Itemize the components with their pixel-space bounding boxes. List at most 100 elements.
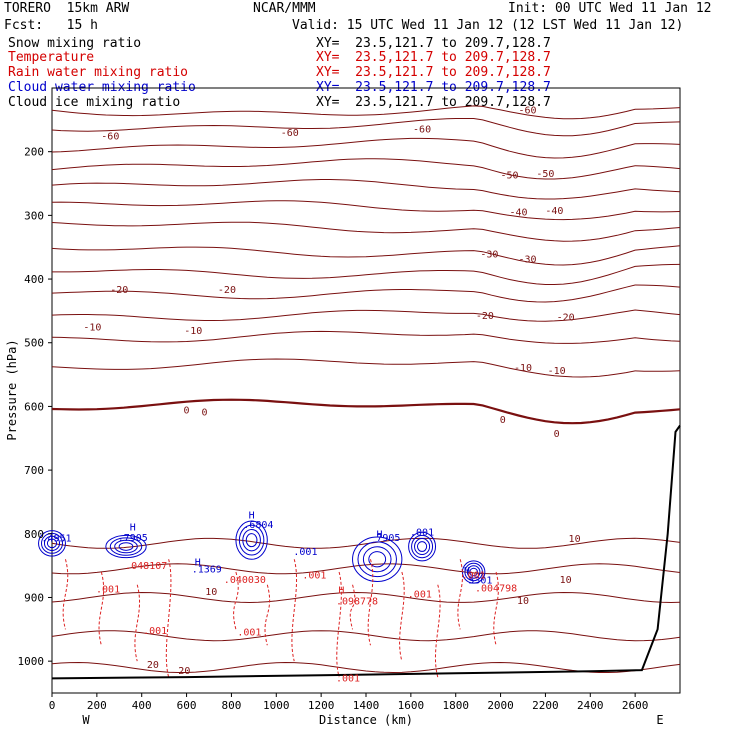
cloud-water-contour [235,520,268,560]
cloud-water-contour [46,538,58,549]
rain-water-label: .001 [96,584,120,595]
rain-water-contour [233,571,239,630]
cloud-water-contour [245,533,258,548]
temperature-label: 0 [184,405,190,416]
rain-water-label: .004798 [475,584,517,595]
temperature-contour [51,118,681,137]
temperature-label: 10 [569,534,581,545]
temperature-label: -10 [83,323,101,334]
field-cloudwater-name: Cloud water mixing ratio [8,80,196,95]
temperature-contour [51,330,681,344]
temperature-label: -20 [110,285,128,296]
axes: 0 200 400 600 800 1000 1200 1400 1600 1800 2000 220… [18,146,649,712]
y-tick-label: 700 [24,464,44,477]
cloud-water-label: H [195,558,201,569]
temperature-label: 0 [201,407,207,418]
rain-water-label: .001 [408,589,432,600]
temperature-label: -20 [218,285,236,296]
cloud-water-contour [408,531,437,562]
cloud-water-contour [352,536,403,583]
rain-water-label: .001 [336,674,360,685]
temperature-contour [51,245,681,266]
x-tick-label: 1200 [308,699,335,712]
valid-time: Valid: 15 UTC Wed 11 Jan 12 (12 LST Wed … [292,18,684,33]
temperature-contour [51,200,681,221]
temperature-label: -50 [501,170,519,181]
cloud-water-label: .6804 [243,520,273,531]
cloud-water-label: H [464,566,470,577]
cloud-water-contour [114,539,138,554]
y-tick-label: 300 [24,209,44,222]
cloud-water-label: 5301 [468,575,492,586]
y-tick-label: 400 [24,273,44,286]
temperature-contour [51,358,681,378]
cloud-water-contour [368,551,387,568]
cloud-water-label: .4951 [41,533,71,544]
rain-water-contour [98,571,105,646]
cloud-water-contour [362,546,392,573]
east-label: E [656,713,663,727]
terrain-line [51,424,681,680]
x-axis-label: Distance (km) [319,713,413,727]
temperature-contour [51,398,681,425]
temperature-contour [51,591,681,604]
temperature-label: 0 [500,415,506,426]
rain-water-contour [493,571,499,646]
rain-water-contours [62,559,499,678]
field-temperature-xy: XY= 23.5,121.7 to 209.7,128.7 [316,50,551,65]
x-tick-label: 400 [132,699,152,712]
y-tick-label: 500 [24,337,44,350]
field-cloudice-name: Cloud ice mixing ratio [8,95,181,110]
temperature-contour [51,179,681,200]
temperature-contour [52,263,681,285]
temperature-label: 10 [205,587,217,598]
rain-water-label: .040030 [224,575,266,586]
x-tick-label: 1400 [353,699,380,712]
temperature-label: -30 [518,254,536,265]
y-tick-label: 600 [24,400,44,413]
temperature-label: -60 [101,132,119,143]
cloud-water-contours [38,520,486,584]
x-tick-label: 800 [221,699,241,712]
cloud-water-label: .7905 [118,533,148,544]
field-cloudice-xy: XY= 23.5,121.7 to 209.7,128.7 [316,95,551,110]
rain-water-label: .098778 [336,596,378,607]
temperature-contour [51,537,681,549]
x-tick-label: 1600 [398,699,425,712]
cloud-water-contour [464,562,483,582]
y-axis-label: Pressure (hPa) [5,339,19,440]
temperature-label: -30 [480,249,498,260]
terrain-line [51,424,681,680]
rain-water-contour [264,584,271,646]
rain-water-contour [457,559,464,630]
org-label: NCAR/MMM [253,1,316,16]
rain-water-contour [336,571,342,678]
field-temperature-name: Temperature [8,50,95,65]
x-tick-label: 600 [177,699,197,712]
init-time: Init: 00 UTC Wed 11 Jan 12 [508,1,712,16]
cloud-water-contour [469,567,478,577]
temperature-contour [51,105,681,120]
field-snow-xy: XY= 23.5,121.7 to 209.7,128.7 [316,36,551,51]
cloud-water-contour [238,524,265,556]
x-tick-label: 2000 [487,699,514,712]
temperature-label: -60 [518,105,536,116]
temperature-contour [51,158,681,180]
temperature-label: -10 [184,326,202,337]
rain-water-contour [367,559,374,646]
rain-water-label: .001 [462,570,486,581]
x-tick-label: 1000 [263,699,290,712]
rain-water-label: .001 [143,626,167,637]
cloud-water-contour [411,534,434,559]
rain-water-label: .048107 [125,561,167,572]
cloud-water-contour [466,565,481,579]
forecast-hour: Fcst: 15 h [4,18,98,33]
cloud-water-contour [118,542,134,551]
field-snow-name: Snow mixing ratio [8,36,142,51]
temperature-label: -20 [476,311,494,322]
x-tick-label: 2600 [622,699,649,712]
rain-water-contour [349,584,356,630]
x-tick-label: 1800 [442,699,469,712]
field-rain-name: Rain water mixing ratio [8,65,189,80]
temperature-contour [51,137,681,159]
